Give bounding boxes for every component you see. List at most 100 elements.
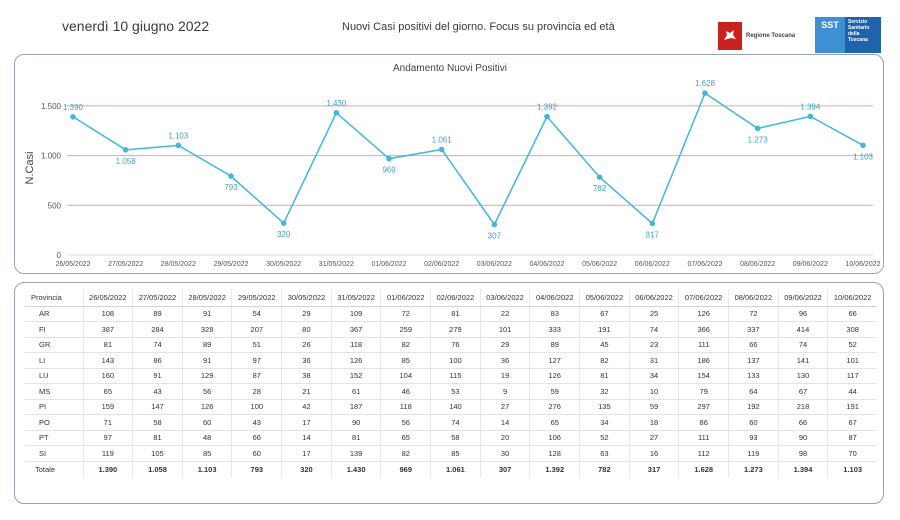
y-axis-title: N.Casi: [24, 151, 36, 184]
case-count-cell: 191: [827, 399, 877, 415]
case-count-cell: 34: [628, 368, 679, 384]
sst-mark: SST: [815, 17, 845, 53]
case-count-cell: 154: [678, 368, 729, 384]
case-count-cell: 21: [281, 383, 332, 400]
province-name: LU: [25, 368, 83, 384]
case-count-cell: 65: [380, 430, 431, 446]
chart-title: Andamento Nuovi Positivi: [393, 63, 507, 74]
sst-text: Servizio Sanitario della Toscana: [845, 17, 881, 53]
x-tick-label: 27/05/2022: [108, 261, 143, 268]
data-label: 1.273: [748, 135, 769, 144]
case-count-cell: 32: [579, 383, 630, 400]
data-label: 1.394: [800, 102, 821, 111]
case-count-cell: 192: [728, 399, 779, 415]
data-point: [70, 113, 76, 120]
table-header-row: Provincia 26/05/2022 27/05/2022 28/05/2022 2…: [25, 289, 877, 307]
case-count-cell: 45: [579, 337, 630, 353]
data-label: 1.392: [537, 103, 558, 112]
column-header-date: 04/06/2022: [529, 289, 580, 307]
case-count-cell: 74: [628, 321, 679, 338]
case-count-cell: 147: [132, 399, 183, 415]
case-count-cell: 17: [281, 445, 332, 462]
case-count-cell: 969: [380, 461, 431, 478]
data-point: [649, 220, 656, 227]
case-count-cell: 96: [777, 306, 828, 322]
case-count-cell: 82: [579, 352, 630, 369]
case-count-cell: 105: [132, 445, 183, 462]
data-point: [544, 113, 550, 120]
data-label: 1.058: [116, 157, 137, 166]
column-header-date: 31/05/2022: [330, 289, 381, 307]
case-count-cell: 117: [827, 368, 877, 384]
case-count-cell: 118: [330, 337, 381, 353]
y-tick-label: 1.000: [41, 152, 62, 161]
column-header-date: 30/05/2022: [281, 289, 332, 307]
case-count-cell: 65: [82, 383, 133, 400]
x-tick-label: 28/05/2022: [161, 261, 196, 268]
pegasus-icon: [718, 22, 742, 50]
case-count-cell: 89: [132, 306, 183, 322]
case-count-cell: 128: [529, 445, 580, 462]
case-count-cell: 97: [82, 430, 133, 446]
y-tick-label: 0: [57, 251, 62, 260]
case-count-cell: 139: [330, 445, 381, 462]
case-count-cell: 320: [281, 461, 332, 478]
case-count-cell: 106: [529, 430, 580, 446]
case-count-cell: 308: [827, 321, 877, 338]
case-count-cell: 42: [281, 399, 332, 415]
data-point: [596, 174, 603, 181]
case-count-cell: 59: [628, 399, 679, 415]
case-count-cell: 127: [529, 352, 580, 369]
case-count-cell: 101: [827, 352, 877, 369]
case-count-cell: 67: [579, 306, 630, 322]
column-header-date: 29/05/2022: [231, 289, 282, 307]
case-count-cell: 81: [579, 368, 630, 384]
x-tick-label: 08/06/2022: [740, 261, 775, 268]
case-count-cell: 129: [181, 368, 232, 384]
data-label: 1.061: [432, 136, 453, 145]
case-count-cell: 1.394: [777, 461, 828, 478]
column-header-date: 03/06/2022: [479, 289, 530, 307]
case-count-cell: 82: [380, 445, 431, 462]
series-line: [72, 91, 864, 226]
case-count-cell: 82: [380, 337, 431, 353]
province-name: GR: [25, 337, 83, 353]
case-count-cell: 367: [330, 321, 381, 338]
case-count-cell: 366: [678, 321, 729, 338]
case-count-cell: 60: [181, 414, 232, 431]
x-tick-label: 06/06/2022: [635, 261, 670, 268]
case-count-cell: 19: [479, 368, 530, 384]
data-point: [491, 221, 498, 228]
case-count-cell: 1.103: [181, 461, 232, 478]
table-row: PO 71 58 60 43 17 90 56 74 14 65 34 18 86 60 66 67: [25, 414, 877, 431]
data-label: 1.103: [168, 131, 189, 140]
case-count-cell: 54: [231, 306, 282, 322]
case-count-cell: 36: [281, 352, 332, 369]
column-header-date: 05/06/2022: [579, 289, 630, 307]
data-point: [438, 146, 445, 153]
column-header-date: 09/06/2022: [777, 289, 828, 307]
table-row: LU 160 91 129 87 38 152 104 115 19 126 81 34 154 133 13…: [25, 368, 877, 384]
column-header-date: 26/05/2022: [82, 289, 133, 307]
report-date: venerdì 10 giugno 2022: [62, 18, 210, 34]
case-count-cell: 86: [132, 352, 183, 369]
case-count-cell: 1.430: [330, 461, 381, 478]
province-name: SI: [25, 445, 83, 462]
case-count-cell: 1.061: [430, 461, 481, 478]
case-count-cell: 119: [82, 445, 133, 462]
case-count-cell: 98: [777, 445, 828, 462]
case-count-cell: 66: [728, 337, 779, 353]
x-tick-label: 29/05/2022: [213, 261, 248, 268]
x-tick-label: 03/06/2022: [477, 261, 512, 268]
case-count-cell: 130: [777, 368, 828, 384]
case-count-cell: 79: [678, 383, 729, 400]
case-count-cell: 140: [430, 399, 481, 415]
case-count-cell: 66: [777, 414, 828, 431]
case-count-cell: 52: [579, 430, 630, 446]
case-count-cell: 387: [82, 321, 133, 338]
case-count-cell: 141: [777, 352, 828, 369]
table-row: MS 65 43 56 28 21 61 46 53 9 59 32 10 79 64 67 44: [25, 383, 877, 400]
case-count-cell: 1.390: [82, 461, 133, 478]
case-count-cell: 135: [579, 399, 630, 415]
column-header-date: 07/06/2022: [678, 289, 729, 307]
